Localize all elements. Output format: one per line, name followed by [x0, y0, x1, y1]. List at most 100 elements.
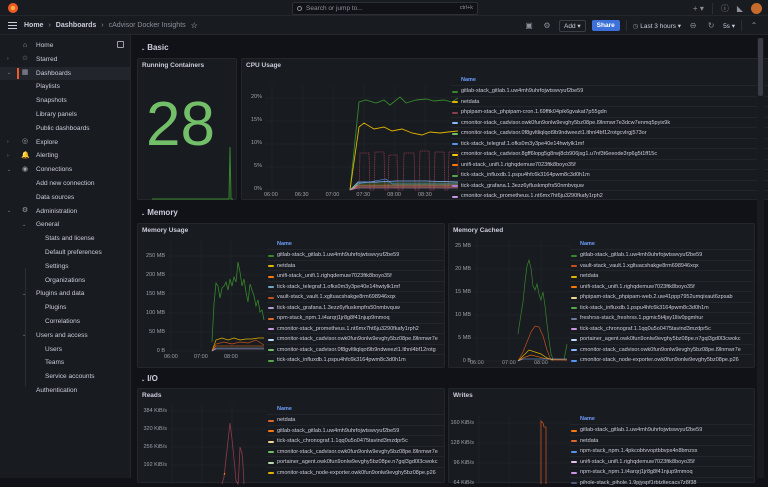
collapse-chevron-up-icon[interactable]: ⌃ — [748, 21, 760, 30]
legend-item[interactable]: gitlab-stack_gitlab.1.uw4mh9uhrfojwtswvy… — [570, 249, 753, 260]
settings-gear-icon[interactable]: ⚙ — [541, 21, 553, 30]
legend-item[interactable]: pihole-stack_pihole.1.9pjyspf1rbtzltecac… — [570, 477, 753, 487]
row-memory-toggle[interactable]: ⌄Memory — [141, 208, 178, 217]
panel-running-containers[interactable]: Running Containers 28 — [137, 58, 237, 200]
sidebar-item-data-sources[interactable]: Data sources — [0, 191, 131, 204]
legend-item[interactable]: netdata — [267, 414, 444, 425]
help-icon[interactable]: ⓘ — [721, 3, 729, 14]
legend-item[interactable]: unifi-stack_unifi.1.righqdemuw7023ftk8bo… — [570, 456, 753, 467]
row-basic-toggle[interactable]: ⌄Basic — [141, 43, 169, 52]
sidebar-item-administration[interactable]: ⌄⚙Administration — [0, 205, 131, 218]
chevron-down-icon[interactable]: ⌄ — [22, 222, 26, 228]
sidebar-item-general[interactable]: ⌄General — [0, 218, 131, 231]
menu-toggle-icon[interactable] — [8, 22, 17, 29]
sidebar-item-users[interactable]: Users — [0, 343, 131, 356]
legend-item[interactable]: npm-stack_npm.1.t4arqrj1jr8g8f41njup9mmo… — [267, 312, 444, 323]
legend-item[interactable]: cmonitor-stack_cadvisor.owk0fun9onlw9evg… — [267, 333, 444, 344]
legend-item[interactable]: cmonitor-stack_prometheus.1.nt6mx7ht6ju3… — [451, 190, 768, 201]
chevron-down-icon[interactable]: ⌄ — [7, 167, 11, 173]
legend-item[interactable]: vault-stack_vault.1.xgltuacshakge8rm6989… — [267, 291, 444, 302]
chevron-down-icon[interactable]: ⌄ — [7, 208, 11, 214]
refresh-icon[interactable]: ↻ — [705, 21, 717, 30]
share-button[interactable]: Share — [592, 20, 620, 31]
zoom-out-icon[interactable]: ⊖ — [687, 21, 699, 30]
sidebar-item-explore[interactable]: ›◎Explore — [0, 136, 131, 149]
legend-item[interactable]: freshrss-stack_freshrss.1.pgmic5t4jsy1ll… — [570, 312, 753, 323]
legend-item[interactable]: unifi-stack_unifi.1.righqdemuw7023ftk8bo… — [267, 270, 444, 281]
legend-col-name[interactable]: Name — [580, 416, 595, 422]
legend-item[interactable]: cmonitor-stack_prometheus.1.nt6mx7ht6ju3… — [267, 323, 444, 334]
grafana-logo-icon[interactable] — [8, 3, 18, 13]
legend-item[interactable]: unifi-stack_unifi.1.righqdemuw7023ftk8bo… — [570, 281, 753, 292]
legend-item[interactable]: npm-stack_npm.1.t4arqrj1jr8g8f41njup9mmo… — [570, 466, 753, 477]
legend-item[interactable]: gitlab-stack_gitlab.1.uw4mh9uhrfojwtswvy… — [451, 85, 768, 96]
legend-item[interactable]: cmonitor-stack_cadvisor.0f8gvltliqlqot9b… — [267, 344, 444, 355]
sidebar-item-service-accounts[interactable]: Service accounts — [0, 370, 131, 383]
chevron-right-icon[interactable]: › — [7, 139, 9, 145]
legend-item[interactable]: cmonitor-stack_cadvisor.0f8gvltliqlqot9b… — [451, 127, 768, 138]
sidebar-item-settings[interactable]: Settings — [0, 260, 131, 273]
sidebar-item-organizations[interactable]: Organizations — [0, 274, 131, 287]
user-avatar[interactable] — [751, 3, 762, 14]
time-range-picker[interactable]: ◷ Last 3 hours ▾ — [633, 22, 681, 30]
legend-item[interactable]: cmonitor-stack_cadvisor.8gff6lopg5g8rwj8… — [451, 148, 768, 159]
legend-item[interactable]: gitlab-stack_gitlab.1.uw4mh9uhrfojwtswvy… — [570, 424, 753, 435]
legend-item[interactable]: unifi-stack_unifi.1.righqdemuw7023ftk8bo… — [451, 159, 768, 170]
legend-item[interactable]: netdata — [267, 260, 444, 271]
sidebar-item-authentication[interactable]: Authentication — [0, 384, 131, 397]
sidebar-item-home[interactable]: ⌂Home — [0, 39, 131, 52]
page-scrollbar[interactable] — [757, 38, 764, 478]
legend-item[interactable]: vault-stack_vault.1.xgltuacshakge8rm6989… — [570, 260, 753, 271]
breadcrumb-home[interactable]: Home — [24, 22, 43, 29]
legend-item[interactable]: tick-stack_grafana.1.3ezz6yfluskmpfrs50n… — [267, 302, 444, 313]
sidebar-item-plugins[interactable]: Plugins — [0, 301, 131, 314]
sidebar-item-dashboards[interactable]: ⌄▦Dashboards — [0, 67, 131, 80]
legend-col-name[interactable]: Name — [277, 241, 292, 247]
save-icon[interactable]: ▣ — [523, 21, 535, 30]
legend-item[interactable]: tick-stack_telegraf.1.ofks0m3y3pe40e14hw… — [451, 138, 768, 149]
new-menu-button[interactable]: + ▾ — [693, 4, 704, 13]
sidebar-item-stats-and-license[interactable]: Stats and license — [0, 232, 131, 245]
legend-item[interactable]: netdata13.9%1 — [451, 96, 768, 107]
chevron-down-icon[interactable]: ⌄ — [7, 70, 11, 76]
sidebar-item-playlists[interactable]: Playlists — [0, 80, 131, 93]
chevron-right-icon[interactable]: › — [7, 153, 9, 159]
legend-col-name[interactable]: Name — [580, 241, 595, 247]
legend-item[interactable]: tick-stack_grafana.1.3ezz6yfluskmpfrs50n… — [451, 180, 768, 191]
legend-item[interactable]: portainer_agent.owk0fun9onlw9evghy5bz08p… — [570, 333, 753, 344]
sidebar-item-public-dashboards[interactable]: Public dashboards — [0, 122, 131, 135]
sidebar-item-add-new-connection[interactable]: Add new connection — [0, 177, 131, 190]
sidebar-item-library-panels[interactable]: Library panels — [0, 108, 131, 121]
sidebar-item-alerting[interactable]: ›🔔Alerting — [0, 149, 131, 162]
legend-col-name[interactable]: Name — [277, 406, 292, 412]
sidebar-item-default-preferences[interactable]: Default preferences — [0, 246, 131, 259]
legend-item[interactable]: tick-stack_influxdb.1.pspu4hfc6k3164pwm8… — [451, 169, 768, 180]
legend-item[interactable]: cmonitor-stack_cadvisor.owk0fun9onlw9evg… — [267, 446, 444, 457]
sidebar-item-teams[interactable]: Teams — [0, 356, 131, 369]
legend-item[interactable]: cmonitor-stack_cadvisor.owk0fun9onlw9evg… — [451, 117, 768, 128]
legend-item[interactable]: tick-stack_chronograf.1.1qq0u5o0475tavin… — [570, 323, 753, 334]
sidebar-item-snapshots[interactable]: Snapshots — [0, 94, 131, 107]
legend-item[interactable]: gitlab-stack_gitlab.1.uw4mh9uhrfojwtswvy… — [267, 425, 444, 436]
sidebar-item-users-and-access[interactable]: ⌄Users and access — [0, 329, 131, 342]
legend-item[interactable]: cmonitor-stack_cadvisor.owk0fun9onlw9evg… — [570, 344, 753, 355]
star-icon[interactable]: ☆ — [191, 21, 198, 30]
legend-item[interactable]: tick-stack_influxdb.1.pspu4hfc6k3164pwm8… — [570, 302, 753, 313]
search-input[interactable]: Search or jump to... ctrl+k — [292, 2, 478, 15]
legend-item[interactable]: netdata — [570, 270, 753, 281]
legend-item[interactable]: phpipam-stack_phpipam-web.2.uw41ppp7952u… — [570, 291, 753, 302]
legend-item[interactable]: tick-stack_chronograf.1.1qq0u5o0475tavin… — [267, 435, 444, 446]
row-io-toggle[interactable]: ⌄I/O — [141, 374, 158, 383]
chevron-right-icon[interactable]: › — [7, 56, 9, 62]
sidebar-item-plugins-and-data[interactable]: ⌄Plugins and data — [0, 287, 131, 300]
legend-item[interactable]: phpipam-stack_phpipam-cron.1.69fftk04pik… — [451, 106, 768, 117]
add-button[interactable]: Add ▾ — [559, 20, 586, 32]
refresh-interval-select[interactable]: 5s ▾ — [723, 22, 735, 30]
scrollbar-thumb[interactable] — [758, 38, 763, 96]
legend-item[interactable]: cmonitor-stack_node-exporter.owk0fun9onl… — [267, 467, 444, 478]
sidebar-item-connections[interactable]: ⌄◉Connections — [0, 163, 131, 176]
